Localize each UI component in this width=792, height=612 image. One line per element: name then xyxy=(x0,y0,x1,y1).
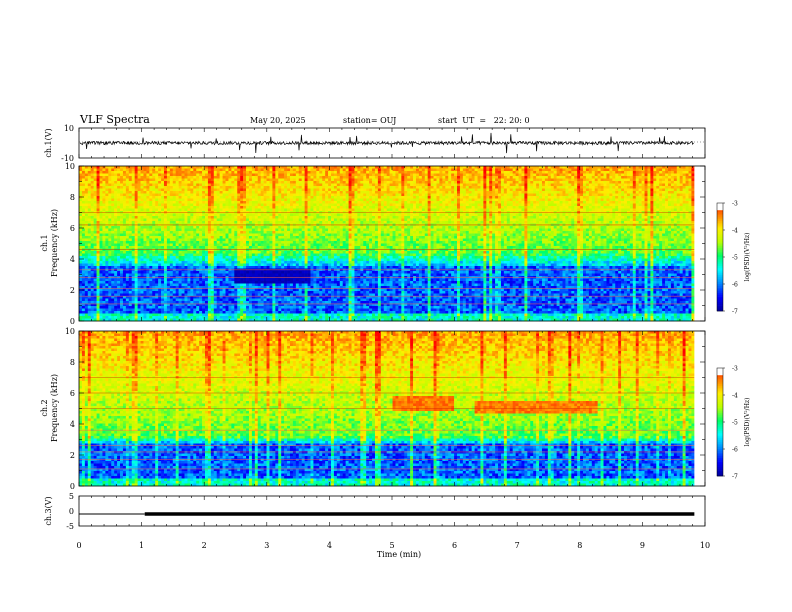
ch2-yaxis-freq-label: Frequency (kHz) xyxy=(50,374,59,442)
ch3-ytick-bottom: -5 xyxy=(66,522,74,531)
freq-tick-label: 4 xyxy=(70,255,75,264)
ch1-spectrogram-image xyxy=(79,166,705,322)
x-tick-label: 4 xyxy=(327,541,332,550)
ch1-yaxis-channel: ch.1 xyxy=(40,234,49,251)
colorbar-tick-label: -4 xyxy=(732,393,738,400)
ch3-frame xyxy=(78,495,706,527)
x-tick-label: 5 xyxy=(389,541,394,550)
x-axis-tick-labels: 0 1 2 3 4 5 6 7 8 9 10 xyxy=(76,541,710,550)
x-tick-label: 0 xyxy=(76,541,81,550)
colorbar-tick-label: -3 xyxy=(732,201,738,208)
station-label: station= OUJ xyxy=(343,116,396,125)
colorbar-tick-label: -4 xyxy=(732,228,738,235)
colorbar-tick-label: -6 xyxy=(732,282,738,289)
x-tick-label: 8 xyxy=(577,541,582,550)
start-time-label: start UT = 22: 20: 0 xyxy=(438,116,530,125)
freq-tick-label: 0 xyxy=(70,482,75,491)
ch2-colorbar: -3 -4 -5 -6 -7 log(PSD)(V²/Hz) xyxy=(716,366,751,481)
ch1-spectrogram-panel: 0 2 4 6 8 10 ch.1 Frequency (kHz) -3 -4 -5 -6 -7 l… xyxy=(40,162,751,326)
ch1-waveform-trace xyxy=(79,132,694,154)
freq-tick-label: 8 xyxy=(70,193,75,202)
ch3-ytick-mid: 0 xyxy=(69,507,74,516)
freq-tick-label: 4 xyxy=(70,420,75,429)
freq-tick-label: 10 xyxy=(65,162,75,171)
colorbar-tick-label: -7 xyxy=(732,309,738,316)
ch1-ylabel: ch.1(V) xyxy=(44,128,53,157)
x-tick-label: 3 xyxy=(264,541,269,550)
ch2-spectrogram-ticks: 0 2 4 6 8 10 xyxy=(65,327,706,491)
freq-tick-label: 10 xyxy=(65,327,75,336)
date-label: May 20, 2025 xyxy=(250,116,306,125)
x-tick-label: 9 xyxy=(640,541,645,550)
freq-tick-label: 6 xyxy=(70,224,75,233)
ch1-waveform-ticks xyxy=(78,128,706,158)
ch3-ylabel: ch.3(V) xyxy=(44,496,53,525)
figure-title: VLF Spectra xyxy=(79,113,150,126)
ch1-colorbar: -3 -4 -5 -6 -7 log(PSD)(V²/Hz) xyxy=(716,201,751,316)
x-tick-label: 6 xyxy=(452,541,457,550)
colorbar-tick-label: -6 xyxy=(732,447,738,454)
ch2-spectrogram-image xyxy=(79,331,705,487)
ch3-ytick-top: 5 xyxy=(69,492,74,501)
ch1-spectrogram-ticks: 0 2 4 6 8 10 xyxy=(65,162,706,326)
ch3-trigger-panel: 5 0 -5 ch.3(V) xyxy=(44,492,706,531)
freq-tick-label: 8 xyxy=(70,358,75,367)
ch1-ytick-top: 10 xyxy=(64,124,74,133)
ch1-yaxis-freq-label: Frequency (kHz) xyxy=(50,209,59,277)
freq-tick-label: 0 xyxy=(70,317,75,326)
colorbar-label: log(PSD)(V²/Hz) xyxy=(744,398,751,447)
x-tick-label: 10 xyxy=(700,541,710,550)
ch1-ytick-bottom: -10 xyxy=(61,154,74,163)
colorbar-tick-label: -5 xyxy=(732,420,738,427)
colorbar-tick-label: -5 xyxy=(732,255,738,262)
x-tick-label: 7 xyxy=(515,541,520,550)
x-tick-label: 1 xyxy=(139,541,144,550)
ch2-spectrogram-panel: 0 2 4 6 8 10 ch.2 Frequency (kHz) -3 -4 -5 -6 -7 l… xyxy=(40,327,751,491)
ch1-waveform-panel: 10 -10 ch.1(V) xyxy=(44,124,706,163)
ch3-ticks xyxy=(78,496,706,526)
freq-tick-label: 6 xyxy=(70,389,75,398)
freq-tick-label: 2 xyxy=(70,451,75,460)
colorbar-label: log(PSD)(V²/Hz) xyxy=(744,233,751,282)
colorbar-tick-label: -3 xyxy=(732,366,738,373)
x-axis-label: Time (min) xyxy=(377,550,421,559)
ch2-yaxis-channel: ch.2 xyxy=(40,399,49,416)
freq-tick-label: 2 xyxy=(70,286,75,295)
colorbar-tick-label: -7 xyxy=(732,474,738,481)
x-tick-label: 2 xyxy=(202,541,207,550)
